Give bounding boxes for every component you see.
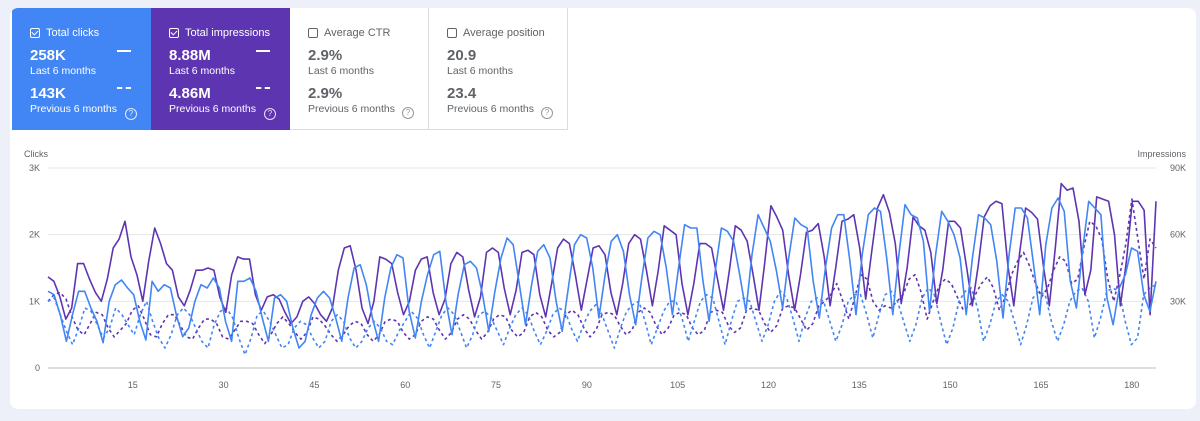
left-axis-tick: 2K: [29, 230, 40, 240]
card-average-ctr[interactable]: Average CTR 2.9% Last 6 months 2.9% Prev…: [290, 8, 429, 130]
current-value: 258K: [30, 47, 66, 64]
card-total-impressions[interactable]: Total impressions 8.88M Last 6 months 4.…: [151, 8, 290, 130]
impressions-current-line: [47, 182, 1157, 325]
current-period-label: Last 6 months: [447, 65, 513, 77]
chart-lines: [47, 182, 1157, 356]
right-axis-title: Impressions: [1137, 149, 1186, 159]
x-axis-tick: 120: [761, 380, 776, 390]
previous-value: 4.86M: [169, 85, 211, 102]
left-axis-tick: 3K: [29, 163, 40, 173]
card-average-position[interactable]: Average position 20.9 Last 6 months 23.4…: [429, 8, 568, 130]
help-icon[interactable]: ?: [541, 107, 553, 119]
current-period-label: Last 6 months: [308, 65, 374, 77]
left-axis-title: Clicks: [24, 149, 48, 159]
x-axis-tick: 180: [1124, 380, 1139, 390]
left-axis-tick: 1K: [29, 296, 40, 306]
metric-label: Average position: [463, 27, 545, 39]
previous-value: 143K: [30, 85, 66, 102]
chart-grid: [48, 167, 1156, 369]
performance-chart[interactable]: Clicks Impressions 0 1K 2K 3K 30K 60K 90K 15 3…: [10, 8, 1196, 409]
x-axis-tick: 165: [1033, 380, 1048, 390]
x-axis-tick: 105: [670, 380, 685, 390]
current-period-label: Last 6 months: [30, 65, 96, 77]
current-value: 2.9%: [308, 47, 343, 64]
current-period-label: Last 6 months: [169, 65, 235, 77]
right-axis-tick: 30K: [1170, 296, 1186, 306]
clicks-current-line: [47, 197, 1157, 349]
x-axis-tick: 30: [219, 380, 229, 390]
x-axis-tick: 60: [400, 380, 410, 390]
previous-period-label: Previous 6 months: [30, 103, 117, 115]
solid-line-legend-icon: [117, 50, 131, 52]
performance-panel: Total clicks 258K Last 6 months 143K Pre…: [10, 8, 1196, 409]
card-total-clicks[interactable]: Total clicks 258K Last 6 months 143K Pre…: [12, 8, 151, 130]
current-value: 20.9: [447, 47, 477, 64]
help-icon[interactable]: ?: [264, 108, 276, 120]
previous-value: 23.4: [447, 85, 477, 102]
dashed-line-legend-icon: [117, 87, 131, 89]
right-axis-ticks: 30K 60K 90K: [1170, 163, 1186, 306]
dashed-line-legend-icon: [256, 87, 270, 89]
help-icon[interactable]: ?: [402, 107, 414, 119]
x-axis-tick: 135: [852, 380, 867, 390]
x-axis-ticks: 15 30 45 60 75 90 105 120 135 150 165 180: [128, 380, 1140, 390]
metric-label: Total impressions: [185, 27, 270, 39]
right-axis-tick: 60K: [1170, 230, 1186, 240]
checkbox-icon[interactable]: [447, 28, 457, 38]
card-header: Total impressions: [169, 26, 278, 40]
metric-label: Average CTR: [324, 27, 391, 39]
card-header: Average CTR: [308, 26, 416, 40]
left-axis-ticks: 0 1K 2K 3K: [29, 163, 40, 373]
checkbox-icon[interactable]: [308, 28, 318, 38]
metric-cards: Total clicks 258K Last 6 months 143K Pre…: [12, 8, 568, 132]
checkbox-icon[interactable]: [30, 28, 40, 38]
previous-period-label: Previous 6 months: [169, 103, 256, 115]
left-axis-tick: 0: [35, 363, 40, 373]
x-axis-tick: 45: [309, 380, 319, 390]
help-icon[interactable]: ?: [125, 108, 137, 120]
x-axis-tick: 75: [491, 380, 501, 390]
card-header: Average position: [447, 26, 555, 40]
metric-label: Total clicks: [46, 27, 100, 39]
solid-line-legend-icon: [256, 50, 270, 52]
x-axis-tick: 90: [582, 380, 592, 390]
x-axis-tick: 150: [943, 380, 958, 390]
previous-value: 2.9%: [308, 85, 343, 102]
card-header: Total clicks: [30, 26, 139, 40]
previous-period-label: Previous 6 months: [447, 103, 534, 115]
previous-period-label: Previous 6 months: [308, 103, 395, 115]
checkbox-icon[interactable]: [169, 28, 179, 38]
current-value: 8.88M: [169, 47, 211, 64]
right-axis-tick: 90K: [1170, 163, 1186, 173]
clicks-previous-line: [47, 283, 1157, 356]
x-axis-tick: 15: [128, 380, 138, 390]
